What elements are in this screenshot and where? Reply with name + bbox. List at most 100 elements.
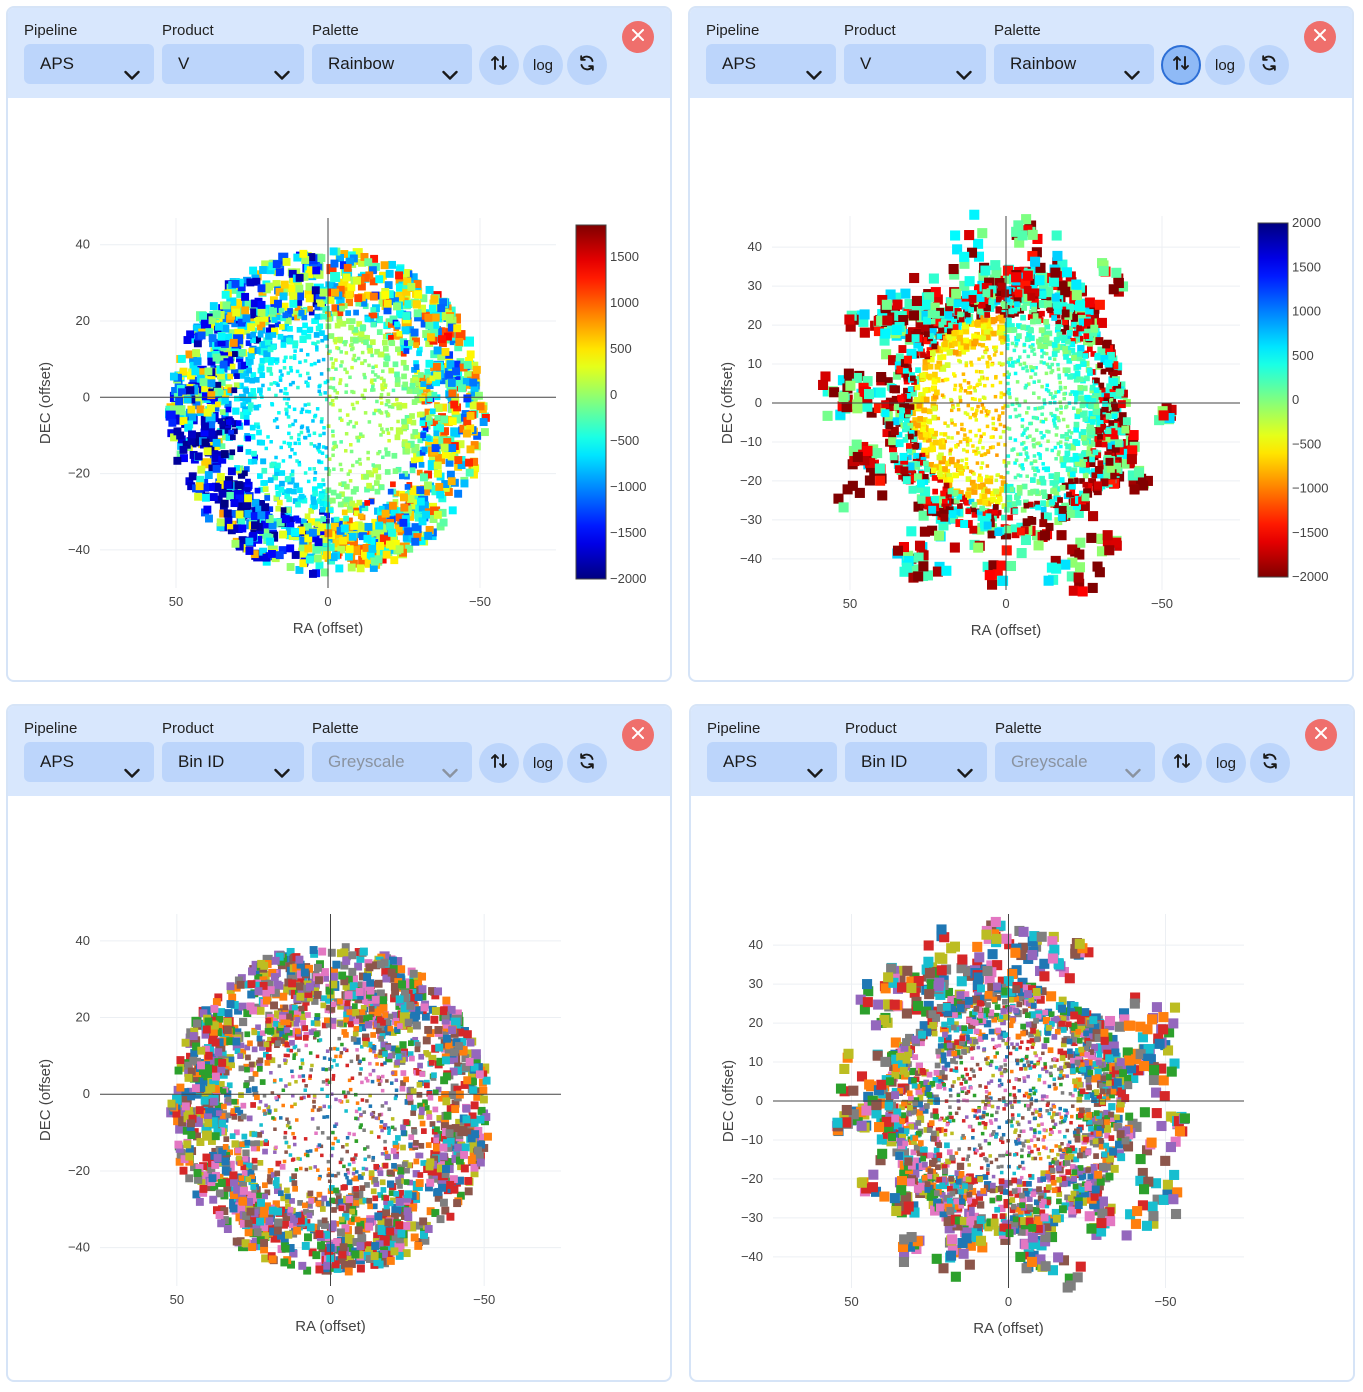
x-tick-label: 0: [327, 1292, 334, 1307]
close-panel-button[interactable]: [622, 21, 654, 53]
colorbar-tick-label: −2000: [1292, 569, 1329, 584]
chevron-down-icon: [1125, 755, 1141, 778]
x-tick-label: 0: [1005, 1294, 1012, 1309]
colorbar-tick-label: −1000: [1292, 481, 1329, 496]
y-tick-label: −20: [741, 1171, 763, 1186]
palette-label: Palette: [312, 22, 359, 39]
y-axis-title: DEC (offset): [720, 1060, 737, 1142]
log-scale-button[interactable]: log: [523, 45, 563, 85]
flip-colormap-button[interactable]: [479, 45, 519, 85]
reset-button[interactable]: [567, 743, 607, 783]
y-tick-label: −20: [740, 473, 762, 488]
close-panel-button[interactable]: [1305, 719, 1337, 751]
flip-colormap-button[interactable]: [479, 743, 519, 783]
y-tick-label: −20: [68, 466, 90, 481]
palette-select: Greyscale: [995, 742, 1155, 782]
x-tick-label: −50: [1151, 596, 1173, 611]
palette-value: Rainbow: [1010, 54, 1077, 73]
y-tick-label: −20: [68, 1163, 90, 1178]
colorbar-tick-label: 1500: [1292, 259, 1321, 274]
pipeline-value: APS: [40, 54, 75, 73]
swap-vertical-icon: [1171, 53, 1191, 77]
chevron-down-icon: [957, 755, 973, 778]
product-label: Product: [844, 22, 896, 39]
y-tick-label: 20: [748, 317, 762, 332]
y-axis-title: DEC (offset): [37, 362, 54, 444]
pipeline-select[interactable]: APS: [706, 44, 836, 84]
chevron-down-icon: [124, 57, 140, 80]
map-panel: Pipeline Product Palette APS Bin ID Greyscale…: [689, 704, 1355, 1382]
map-panel: Pipeline Product Palette APS V Rainbow log 50 0−…: [6, 6, 672, 682]
chevron-down-icon: [274, 57, 290, 80]
map-points: [818, 209, 1177, 597]
chevron-down-icon: [442, 755, 458, 778]
colorbar-tick-label: −500: [610, 433, 639, 448]
y-tick-label: 10: [749, 1054, 763, 1069]
scatter-plot: 50 0 −50 40 30 20 10 0 −10 −20 −30 −40 RA (offset) DE…: [720, 914, 1244, 1337]
pipeline-value: APS: [723, 752, 758, 771]
palette-select[interactable]: Rainbow: [312, 44, 472, 84]
chevron-down-icon: [442, 57, 458, 80]
refresh-icon: [577, 751, 597, 775]
product-value: V: [178, 54, 190, 73]
colorbar-tick-label: −500: [1292, 436, 1321, 451]
product-value: Bin ID: [178, 752, 225, 771]
log-scale-button[interactable]: log: [1206, 743, 1246, 783]
close-panel-button[interactable]: [622, 719, 654, 751]
x-tick-label: 50: [169, 594, 183, 609]
colorbar-tick-label: 2000: [1292, 215, 1321, 230]
pipeline-label: Pipeline: [706, 22, 760, 39]
y-tick-label: 0: [83, 1086, 90, 1101]
reset-button[interactable]: [567, 45, 607, 85]
swap-vertical-icon: [489, 751, 509, 775]
close-panel-button[interactable]: [1304, 21, 1336, 53]
y-tick-label: 10: [748, 356, 762, 371]
product-select[interactable]: Bin ID: [162, 742, 304, 782]
swap-vertical-icon: [1172, 751, 1192, 775]
refresh-icon: [577, 53, 597, 77]
y-tick-label: −30: [740, 512, 762, 527]
toolbar: Pipeline Product Palette APS V Rainbow log: [8, 8, 670, 98]
y-tick-label: −10: [740, 434, 762, 449]
product-select[interactable]: Bin ID: [845, 742, 987, 782]
y-tick-label: 40: [749, 937, 763, 952]
colorbar-tick-label: −1500: [1292, 525, 1329, 540]
map-points: [166, 943, 492, 1276]
y-tick-label: 0: [756, 1093, 763, 1108]
colorbar-tick-label: 500: [1292, 348, 1314, 363]
colorbar-tick-label: −2000: [610, 571, 647, 586]
palette-label: Palette: [994, 22, 1041, 39]
log-scale-button[interactable]: log: [523, 743, 563, 783]
palette-select[interactable]: Rainbow: [994, 44, 1154, 84]
x-tick-label: 50: [843, 596, 857, 611]
product-select[interactable]: V: [162, 44, 304, 84]
palette-label: Palette: [995, 720, 1042, 737]
palette-label: Palette: [312, 720, 359, 737]
x-tick-label: 50: [170, 1292, 184, 1307]
x-tick-label: −50: [469, 594, 491, 609]
toolbar: Pipeline Product Palette APS V Rainbow log: [690, 8, 1352, 98]
log-scale-button[interactable]: log: [1205, 45, 1245, 85]
flip-colormap-button[interactable]: [1161, 45, 1201, 85]
x-axis-title: RA (offset): [973, 1320, 1044, 1337]
x-axis-title: RA (offset): [295, 1318, 366, 1335]
reset-button[interactable]: [1249, 45, 1289, 85]
pipeline-select[interactable]: APS: [707, 742, 837, 782]
y-tick-label: 20: [76, 313, 90, 328]
product-select[interactable]: V: [844, 44, 986, 84]
pipeline-select[interactable]: APS: [24, 742, 154, 782]
y-tick-label: −40: [740, 551, 762, 566]
colorbar-tick-label: 500: [610, 341, 632, 356]
y-tick-label: 40: [76, 933, 90, 948]
colorbar: [1257, 222, 1289, 578]
chevron-down-icon: [807, 755, 823, 778]
palette-value: Rainbow: [328, 54, 395, 73]
y-tick-label: 30: [748, 278, 762, 293]
reset-button[interactable]: [1250, 743, 1290, 783]
x-tick-label: −50: [1154, 1294, 1176, 1309]
pipeline-label: Pipeline: [24, 720, 78, 737]
y-axis-title: DEC (offset): [719, 362, 736, 444]
flip-colormap-button[interactable]: [1162, 743, 1202, 783]
close-icon: [1314, 726, 1328, 745]
pipeline-select[interactable]: APS: [24, 44, 154, 84]
